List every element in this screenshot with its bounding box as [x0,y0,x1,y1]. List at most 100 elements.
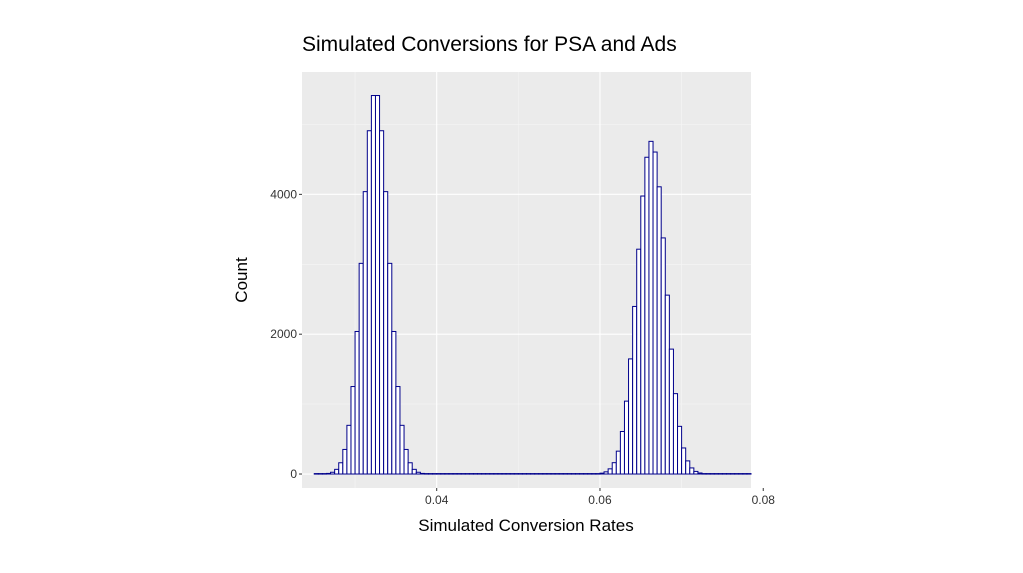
histogram-bar [350,386,356,475]
y-axis: 0 2000 4000 [270,187,302,481]
y-tick-label: 4000 [270,187,297,201]
histogram-bar [521,473,527,475]
histogram-bar [403,448,409,475]
histogram-bar [738,473,744,475]
histogram-bar [746,473,752,475]
histogram-bar [636,248,642,475]
histogram-bar [660,237,666,475]
histogram-bar [517,473,523,475]
histogram-bar [644,156,650,475]
histogram-bar [587,473,593,475]
histogram-bar [648,140,654,475]
histogram-bar [419,472,425,475]
histogram-bar [664,294,670,475]
histogram-bar [497,473,503,475]
histogram-bar [468,473,474,475]
histogram-bar [579,473,585,475]
histogram-bar [689,467,695,475]
histogram-bar [415,471,421,475]
histogram-bar [407,462,413,475]
histogram-bar [546,473,552,475]
histogram-bar [693,470,699,475]
histogram-bar [399,424,405,475]
histogram-bar [321,473,327,475]
histogram-bars [313,95,752,475]
y-tick-label: 2000 [270,327,297,341]
histogram-bar [599,472,605,475]
histogram-bar [619,430,625,475]
histogram-bar [477,473,483,475]
histogram-bar [656,186,662,475]
x-tick-label: 0.06 [588,493,612,507]
histogram-bar [632,305,638,475]
histogram-bar [709,473,715,475]
histogram-bar [358,262,364,475]
histogram-bar [338,462,344,475]
histogram-bar [354,330,360,475]
chart-title: Simulated Conversions for PSA and Ads [302,33,677,56]
histogram-bar [317,473,323,475]
histogram-bar [313,473,319,475]
histogram-bar [460,473,466,475]
histogram-bar [489,473,495,475]
x-axis: 0.04 0.06 0.08 [425,488,775,507]
histogram-bar [615,450,621,475]
histogram-bar [583,473,589,475]
histogram-bar [652,151,658,475]
histogram-bar [513,473,519,475]
histogram-bar [387,262,393,475]
histogram-bar [391,330,397,475]
histogram-bar [607,468,613,475]
histogram-bar [342,448,348,475]
histogram-bar [550,473,556,475]
histogram-bar [717,473,723,475]
histogram-bar [562,473,568,475]
histogram-bar [325,472,332,475]
histogram-bar [721,473,728,475]
histogram-bar [640,195,646,475]
x-axis-title: Simulated Conversion Rates [418,516,633,535]
histogram-bar [534,473,540,475]
histogram-bar [558,473,564,475]
histogram-bar [379,130,385,475]
histogram-bar [370,95,376,475]
histogram-bar [452,473,458,475]
histogram-bar [530,473,536,475]
histogram-bar [505,473,511,475]
histogram-bar [334,468,340,475]
histogram-bar [472,473,479,475]
histogram-bar [509,473,515,475]
histogram-bar [591,473,597,475]
histogram-bar [574,473,581,475]
histogram-bar [481,473,487,475]
histogram-bar [501,473,507,475]
histogram-bar [730,473,736,475]
histogram-bar [570,473,576,475]
histogram-bar [623,400,630,475]
histogram-bar [362,191,368,475]
plot-panel [302,72,752,488]
histogram-bar [685,460,691,475]
histogram-bar [330,471,336,475]
histogram-bar [436,473,442,475]
histogram-bar [705,473,711,475]
histogram-bar [566,473,572,475]
histogram-bar [672,393,679,475]
histogram-bar [485,473,491,475]
histogram-bar [697,472,703,475]
histogram-bar [701,473,707,475]
histogram-bar [395,386,401,475]
histogram-bar [603,471,609,475]
x-tick-label: 0.04 [425,493,449,507]
histogram-bar [554,473,560,475]
histogram-bar [681,447,687,475]
histogram-bar [526,473,532,475]
y-axis-title: Count [232,257,251,303]
y-tick-label: 0 [290,467,297,481]
histogram-bar [366,130,372,475]
histogram-bar [742,473,748,475]
histogram-bar [713,473,719,475]
histogram-bar [456,473,462,475]
histogram-bar [734,473,740,475]
histogram-bar [444,473,450,475]
